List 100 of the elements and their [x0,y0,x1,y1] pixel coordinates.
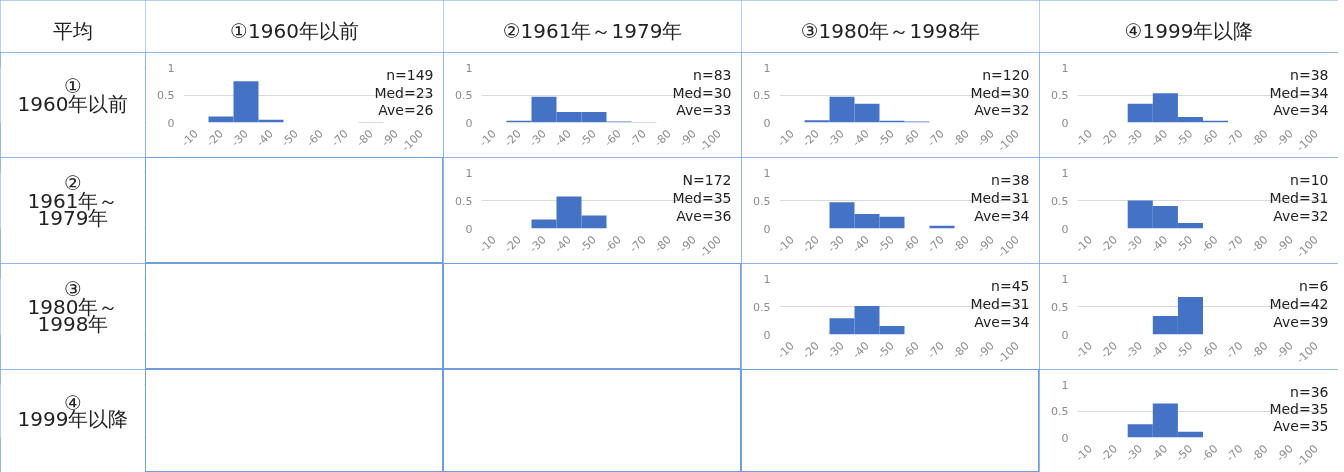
x-tick-label: -80 [652,233,674,256]
y-tick-label: 0 [1061,116,1069,130]
text: 平均 [53,18,93,43]
x-tick-label: -90 [975,127,997,150]
annotation: Med=31 [1269,190,1329,207]
y-tick-label: 1 [1061,61,1069,75]
y-tick-label: 0 [1061,328,1069,342]
x-tick-label: -60 [900,339,922,362]
y-tick-label: 0 [763,116,771,130]
y-tick-label: 0 [465,116,473,130]
x-tick-label: -70 [925,233,947,256]
x-tick-label: -90 [677,233,699,256]
annotation: Ave=34 [1273,102,1329,119]
annotation: Ave=32 [974,102,1030,119]
x-tick-label: -60 [602,233,624,256]
y-tick-label: 1 [763,272,771,286]
x-tick-label: -70 [925,127,947,150]
y-tick-label: 1 [763,166,771,180]
x-tick-label: -90 [975,339,997,362]
x-tick-label: -50 [875,233,897,256]
x-tick-label: -90 [1273,233,1296,256]
x-tick-label: -80 [1248,127,1271,150]
x-tick-label: -40 [552,127,574,150]
x-tick-label: -50 [279,127,301,150]
y-tick-label: 1 [465,61,473,75]
x-tick-label: -50 [1173,339,1196,362]
annotation: Med=34 [1269,84,1329,101]
x-tick-label: -20 [1098,442,1121,465]
y-tick-label: 0.5 [1051,194,1069,208]
x-tick-label: -70 [329,127,351,150]
y-tick-label: 0 [465,222,473,236]
x-tick-label: -80 [950,339,972,362]
x-tick-label: -30 [229,127,251,150]
x-tick-label: -40 [254,127,276,150]
x-tick-label: -20 [800,233,822,256]
x-tick-label: -70 [627,127,649,150]
x-tick-label: -80 [1248,442,1271,465]
text: ③1980年～1998年 [800,18,981,43]
text: ① 1960年以前 [17,74,129,116]
x-tick-label: -20 [1098,127,1121,150]
annotation: n=10 [1290,172,1329,189]
x-tick-label: -40 [850,127,872,150]
x-tick-label: -20 [800,127,822,150]
y-tick-label: 0.5 [1051,89,1069,102]
x-tick-label: -10 [1073,339,1095,362]
y-tick-label: 0.5 [1051,405,1069,418]
x-tick-label: -80 [950,127,972,150]
x-tick-label: -80 [1248,339,1271,362]
annotation: Ave=35 [1273,417,1329,434]
y-tick-label: 0.5 [157,89,175,102]
x-tick-label: -30 [825,339,847,362]
x-tick-label: -90 [677,127,699,150]
x-tick-label: -50 [1173,233,1196,256]
annotation: Med=31 [970,190,1030,207]
x-tick-label: -20 [1098,339,1121,362]
x-tick-label: -30 [527,233,549,256]
x-tick-label: -70 [1223,127,1246,150]
x-tick-label: -70 [925,339,947,362]
annotation: Med=35 [672,190,732,207]
text: ④ 1999年以降 [17,390,129,432]
y-tick-label: 1 [465,166,473,180]
y-tick-label: 0 [763,222,771,236]
text: ④1999年以降 [1124,18,1254,43]
y-tick-label: 0.5 [753,89,771,102]
x-tick-label: -10 [775,233,797,256]
x-tick-label: -80 [1248,233,1271,256]
x-tick-label: -60 [602,127,624,150]
x-tick-label: -50 [1173,127,1196,150]
x-tick-label: -90 [379,127,401,150]
annotation: Ave=33 [676,102,732,119]
y-tick-label: 1 [763,61,771,75]
x-tick-label: -70 [1223,339,1246,362]
x-tick-label: -10 [775,339,797,362]
x-tick-label: -60 [1198,339,1221,362]
y-tick-label: 1 [1061,166,1069,180]
annotation: n=6 [1298,278,1329,295]
x-tick-label: -90 [1273,442,1296,465]
y-tick-label: 0 [1061,222,1069,236]
x-tick-label: -20 [502,127,524,150]
y-tick-label: 1 [1061,378,1069,392]
y-tick-label: 1 [167,61,175,75]
x-tick-label: -30 [527,127,549,150]
annotation: n=83 [693,67,732,84]
annotation: Med=30 [672,84,732,101]
annotation: n=149 [386,67,434,84]
y-tick-label: 0 [167,116,175,130]
x-tick-label: -90 [1273,127,1296,150]
x-tick-label: -20 [204,127,226,150]
x-tick-label: -10 [775,127,797,150]
x-tick-label: -30 [825,127,847,150]
x-tick-label: -10 [477,233,499,256]
x-tick-label: -50 [875,339,897,362]
x-tick-label: -20 [1098,233,1121,256]
x-tick-label: -60 [304,127,326,150]
x-tick-label: -60 [1198,442,1221,465]
x-tick-label: -40 [1148,127,1171,150]
annotation: Ave=39 [1273,314,1329,331]
x-tick-label: -30 [1123,233,1146,256]
x-tick-label: -10 [1073,442,1095,465]
x-tick-label: -10 [1073,233,1095,256]
